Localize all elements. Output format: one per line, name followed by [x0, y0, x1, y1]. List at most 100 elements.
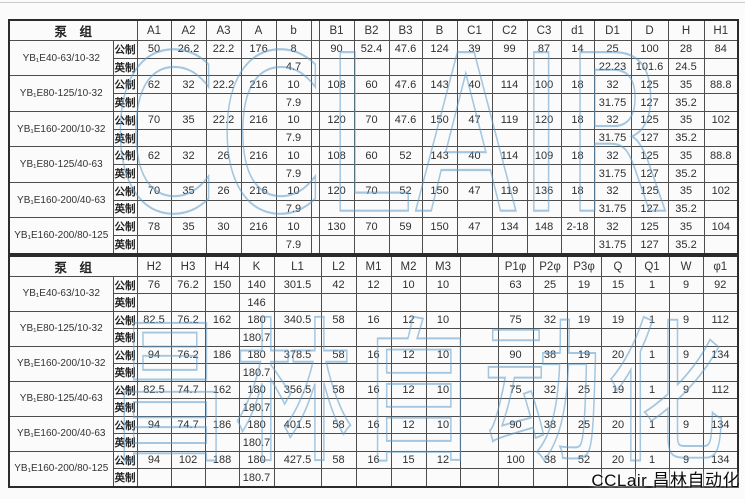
value-cell — [421, 93, 458, 112]
value-cell: 70 — [353, 110, 390, 130]
value-cell: 58 — [320, 415, 357, 435]
value-cell: 31.75 — [593, 235, 632, 255]
value-cell — [566, 293, 602, 312]
value-cell — [355, 433, 392, 452]
value-cell: 70 — [353, 181, 390, 201]
value-cell: 180 — [238, 415, 275, 435]
value-cell: 63 — [497, 275, 534, 295]
value-cell: 127 — [630, 164, 669, 183]
value-cell: 70 — [136, 110, 172, 130]
value-cell — [136, 328, 172, 347]
value-cell — [136, 363, 172, 382]
value-cell — [240, 199, 277, 219]
value-cell — [459, 398, 499, 417]
value-cell — [702, 398, 739, 417]
value-cell: 18 — [560, 181, 595, 201]
value-cell: 35 — [667, 146, 705, 166]
column-header: H2 — [136, 255, 172, 277]
unit-label-imperial: 英制 — [112, 468, 138, 488]
value-cell — [532, 363, 568, 382]
value-cell: 108 — [318, 75, 355, 95]
column-header: A — [240, 19, 277, 41]
column-header: A2 — [170, 19, 207, 41]
value-cell — [497, 468, 534, 488]
value-cell — [310, 128, 320, 148]
value-cell: 35.2 — [667, 93, 705, 112]
column-header: A3 — [205, 19, 242, 41]
value-cell: 180 — [238, 450, 275, 470]
value-cell: 39 — [456, 40, 493, 59]
value-cell — [459, 468, 499, 488]
value-cell: 9 — [668, 450, 704, 470]
value-cell — [497, 328, 534, 347]
value-cell: 7.9 — [275, 235, 312, 255]
value-cell: 4.7 — [275, 57, 312, 77]
column-header: φ1 — [702, 255, 739, 277]
value-cell: 26 — [205, 146, 242, 166]
value-cell: 31.75 — [593, 164, 632, 183]
value-cell: 180.7 — [238, 328, 275, 347]
value-cell — [204, 328, 240, 347]
value-cell: 1 — [634, 415, 670, 435]
value-cell — [668, 433, 704, 452]
value-cell: 2-18 — [560, 217, 595, 237]
value-cell: 12 — [390, 380, 427, 400]
value-cell — [456, 235, 493, 255]
value-cell: 108 — [318, 146, 355, 166]
unit-label-metric: 公制 — [112, 181, 138, 201]
value-cell: 52 — [388, 146, 423, 166]
value-cell — [491, 164, 528, 183]
value-cell — [600, 363, 636, 382]
value-cell: 47.6 — [388, 40, 423, 59]
value-cell: 35.2 — [667, 199, 705, 219]
value-cell: 47 — [456, 110, 493, 130]
value-cell: 12 — [390, 345, 427, 365]
value-cell: 47 — [456, 181, 493, 201]
value-cell — [459, 380, 499, 400]
value-cell — [390, 433, 427, 452]
value-cell — [353, 164, 390, 183]
value-cell: 60 — [353, 75, 390, 95]
column-header: Q1 — [634, 255, 670, 277]
pump-model-label: YB₁E80-125/10-32 — [8, 310, 114, 347]
value-cell: 180 — [238, 380, 275, 400]
value-cell — [170, 57, 207, 77]
value-cell: 1 — [634, 310, 670, 330]
value-cell: 26 — [205, 181, 242, 201]
value-cell: 146 — [238, 293, 275, 312]
value-cell — [634, 293, 670, 312]
column-header: W — [668, 255, 704, 277]
value-cell: 356.5 — [273, 380, 322, 400]
value-cell — [240, 235, 277, 255]
value-cell: 143 — [421, 146, 458, 166]
value-cell: 78 — [136, 217, 172, 237]
value-cell: 7.9 — [275, 93, 312, 112]
column-header-blank — [310, 19, 320, 41]
value-cell: 38 — [532, 415, 568, 435]
column-header: B2 — [353, 19, 390, 41]
value-cell — [634, 363, 670, 382]
value-cell: 19 — [566, 345, 602, 365]
value-cell — [456, 199, 493, 219]
value-cell: 101.6 — [630, 57, 669, 77]
value-cell: 50 — [136, 40, 172, 59]
value-cell — [456, 57, 493, 77]
value-cell — [240, 57, 277, 77]
value-cell: 130 — [318, 217, 355, 237]
column-header: B — [421, 19, 458, 41]
pump-model-label: YB₁E40-63/10-32 — [8, 276, 114, 312]
value-cell — [170, 433, 206, 452]
value-cell: 32 — [593, 217, 632, 237]
table-title: 泵 组 — [8, 255, 138, 277]
value-cell: 10 — [275, 75, 312, 95]
value-cell: 162 — [204, 310, 240, 330]
value-cell: 19 — [566, 310, 602, 330]
unit-label-metric: 公制 — [112, 75, 138, 95]
unit-label-metric: 公制 — [112, 217, 138, 237]
value-cell — [170, 164, 207, 183]
unit-label-imperial: 英制 — [112, 293, 138, 312]
value-cell: 112 — [702, 310, 739, 330]
value-cell — [497, 398, 534, 417]
value-cell — [459, 450, 499, 470]
